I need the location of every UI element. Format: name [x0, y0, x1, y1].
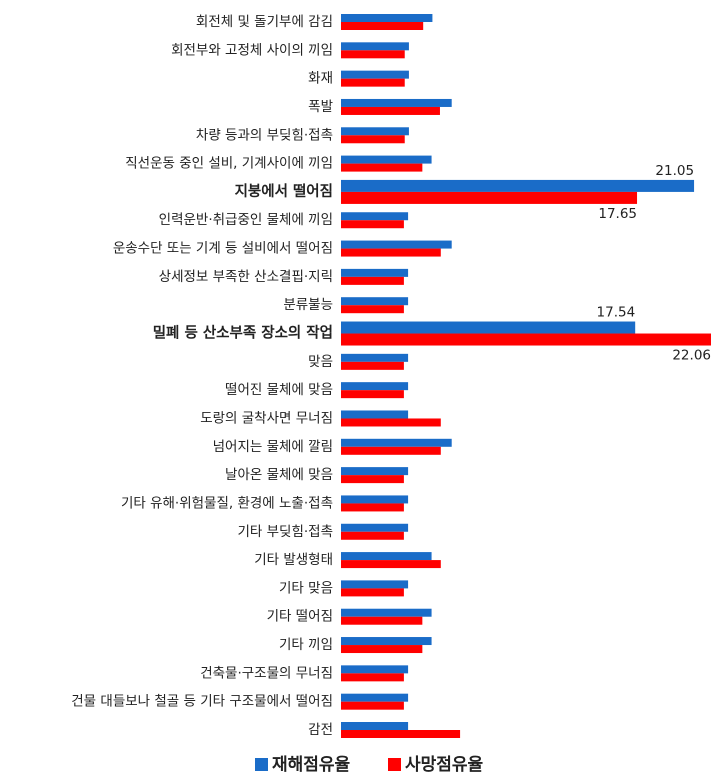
- bar: [341, 353, 409, 362]
- bar: [341, 191, 638, 204]
- bar: [341, 418, 441, 427]
- bar: [341, 155, 432, 164]
- category-label: 차량 등과의 부딪힘·접촉: [196, 127, 333, 143]
- value-label: 21.05: [655, 163, 694, 179]
- category-label: 회전체 및 돌기부에 감김: [196, 14, 333, 30]
- bar: [341, 220, 404, 229]
- bar: [341, 588, 404, 597]
- bar: [341, 361, 404, 370]
- bar: [341, 616, 423, 625]
- category-label: 넘어지는 물체에 깔림: [213, 439, 333, 455]
- bar: [341, 446, 441, 455]
- legend-label: 재해점유율: [272, 755, 351, 775]
- bar: [341, 382, 409, 391]
- category-label: 화재: [308, 71, 333, 87]
- bar: [341, 693, 409, 702]
- category-label: 기타 끼임: [279, 637, 333, 653]
- bar: [341, 580, 409, 589]
- bar: [341, 560, 441, 569]
- bar: [341, 608, 432, 617]
- bar: [341, 321, 636, 334]
- bar: [341, 637, 432, 646]
- value-label: 17.65: [598, 206, 637, 222]
- bar: [341, 78, 405, 87]
- bar: [341, 673, 404, 682]
- bar: [341, 70, 409, 79]
- category-label: 감전: [308, 722, 333, 738]
- value-label: 22.06: [672, 348, 711, 364]
- bar: [341, 523, 409, 532]
- bar: [341, 730, 461, 738]
- category-label: 기타 부딪힘·접촉: [237, 524, 333, 540]
- legend-swatch: [388, 758, 401, 771]
- category-label: 폭발: [308, 99, 333, 115]
- bar: [341, 127, 409, 136]
- bar: [341, 268, 409, 277]
- bar: [341, 390, 404, 399]
- bar: [341, 645, 423, 654]
- bar: [341, 14, 433, 22]
- category-label: 기타 유해·위험물질, 환경에 노출·접촉: [121, 495, 333, 511]
- category-label: 도랑의 굴착사면 무너짐: [200, 410, 333, 426]
- bar: [341, 503, 404, 512]
- bar: [341, 50, 405, 59]
- category-label: 건축물·구조물의 무너짐: [200, 665, 333, 681]
- category-label: 상세정보 부족한 산소결핍·지릭: [159, 269, 333, 285]
- category-label: 기타 떨어짐: [267, 609, 333, 625]
- legend-swatch: [255, 758, 268, 771]
- bar: [341, 276, 404, 285]
- bar: [341, 495, 409, 504]
- category-label: 맞음: [308, 354, 333, 370]
- bar: [341, 135, 405, 144]
- bar: [341, 531, 404, 540]
- bar: [341, 240, 452, 249]
- category-label: 떨어진 물체에 맞음: [225, 382, 333, 398]
- category-label: 밀폐 등 산소부족 장소의 작업: [153, 324, 333, 342]
- bar: [341, 106, 440, 115]
- category-label: 회전부와 고정체 사이의 끼임: [171, 42, 333, 58]
- bar: [341, 212, 409, 221]
- bar: [341, 42, 409, 51]
- bar: [341, 475, 404, 484]
- bar: [341, 163, 423, 172]
- value-label: 17.54: [597, 305, 636, 321]
- bar: [341, 410, 409, 419]
- category-label: 기타 발생형태: [254, 552, 333, 568]
- bar: [341, 179, 695, 192]
- category-label: 지붕에서 떨어짐: [235, 182, 333, 200]
- bar: [341, 665, 409, 674]
- bar: [341, 467, 409, 476]
- bar: [341, 248, 441, 257]
- category-label: 운송수단 또는 기계 등 설비에서 떨어짐: [113, 241, 333, 257]
- category-label: 건물 대들보나 철골 등 기타 구조물에서 떨어짐: [71, 694, 333, 710]
- bar: [341, 438, 452, 447]
- bar: [341, 552, 432, 561]
- bar: [341, 22, 424, 30]
- bar: [341, 305, 404, 314]
- legend-label: 사망점유율: [405, 755, 484, 775]
- category-label: 인력운반·취급중인 물체에 끼임: [159, 212, 333, 228]
- bar: [341, 297, 409, 306]
- bar: [341, 701, 404, 710]
- category-label: 분류불능: [283, 297, 333, 313]
- category-label: 직선운동 중인 설비, 기계사이에 끼임: [125, 156, 333, 172]
- bar: [341, 722, 409, 730]
- category-label: 기타 맞음: [279, 580, 333, 596]
- category-label: 날아온 물체에 맞음: [225, 467, 333, 483]
- bar: [341, 333, 711, 346]
- bar: [341, 98, 452, 107]
